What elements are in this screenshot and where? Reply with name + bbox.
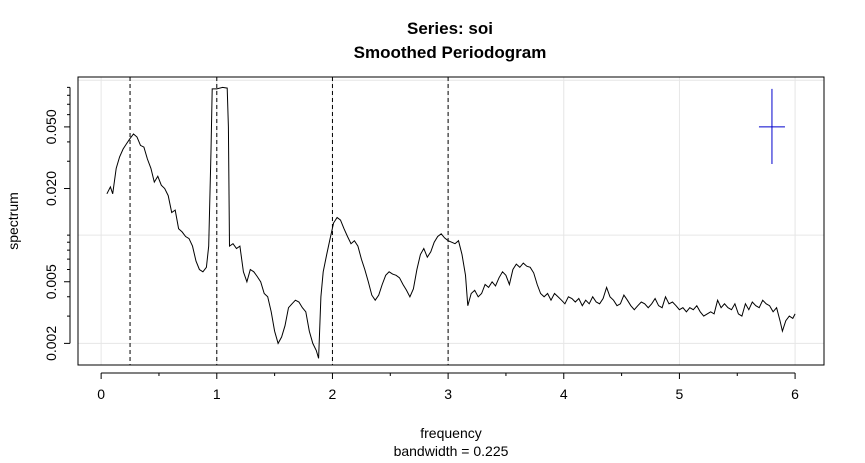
y-tick-label: 0.002 (43, 326, 59, 361)
x-axis-label: frequency (420, 425, 481, 441)
plot-frame (77, 76, 825, 366)
x-axis: 0 1 2 3 4 5 6 (97, 372, 799, 402)
y-axis-label: spectrum (5, 192, 21, 250)
x-axis-sublabel: bandwidth = 0.225 (394, 443, 509, 459)
confidence-interval-bar (758, 88, 785, 164)
x-tick-label: 0 (97, 386, 105, 402)
y-axis: 0.002 0.005 0.020 0.050 (43, 86, 71, 361)
x-tick-label: 4 (560, 386, 568, 402)
spectrum-line (106, 86, 796, 359)
grid-lines (78, 77, 824, 365)
x-tick-label: 1 (213, 386, 221, 402)
y-tick-label: 0.005 (43, 264, 59, 299)
chart-subtitle: Smoothed Periodogram (354, 43, 547, 62)
y-tick-label: 0.050 (43, 109, 59, 144)
x-tick-label: 3 (444, 386, 452, 402)
reference-lines (129, 77, 449, 365)
x-tick-label: 6 (791, 386, 799, 402)
y-tick-label: 0.020 (43, 171, 59, 206)
x-tick-label: 2 (329, 386, 337, 402)
x-tick-label: 5 (676, 386, 684, 402)
chart-title: Series: soi (407, 19, 493, 38)
